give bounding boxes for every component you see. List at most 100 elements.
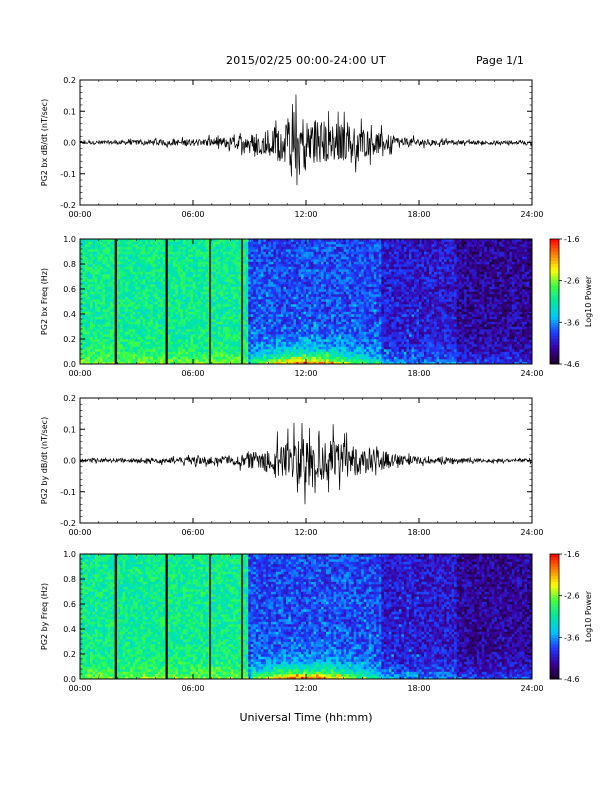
- dbdt-trace: [80, 95, 532, 186]
- colorbar-segment: [550, 270, 559, 274]
- x-tick-label: 12:00: [294, 684, 317, 693]
- colorbar-segment: [550, 339, 559, 343]
- colorbar-segment: [550, 673, 559, 677]
- colorbar-segment: [550, 292, 559, 296]
- colorbar-segment: [550, 267, 559, 271]
- x-tick-label: 00:00: [68, 684, 91, 693]
- colorbar-segment: [550, 604, 559, 608]
- colorbar-label: Log10 Power: [584, 590, 593, 642]
- colorbar-segment: [550, 570, 559, 574]
- colorbar-segment: [550, 601, 559, 605]
- colorbar-segment: [550, 355, 559, 359]
- colorbar-tick-label: -2.6: [564, 277, 580, 286]
- y-tick-label: 0.0: [63, 360, 76, 369]
- colorbar-segment: [550, 273, 559, 277]
- colorbar-segment: [550, 345, 559, 349]
- colorbar-segment: [550, 613, 559, 617]
- colorbar-segment: [550, 239, 559, 243]
- colorbar-segment: [550, 286, 559, 290]
- y-tick-label: 1.0: [63, 235, 76, 244]
- x-tick-label: 00:00: [68, 369, 91, 378]
- colorbar-segment: [550, 255, 559, 259]
- x-tick-label: 06:00: [181, 369, 204, 378]
- x-tick-label: 18:00: [407, 369, 430, 378]
- x-tick-label: 12:00: [294, 369, 317, 378]
- colorbar-segment: [550, 573, 559, 577]
- colorbar-segment: [550, 576, 559, 580]
- colorbar-segment: [550, 645, 559, 649]
- y-tick-label: 0.1: [63, 107, 76, 116]
- colorbar-segment: [550, 327, 559, 331]
- dbdt-trace: [80, 423, 532, 504]
- colorbar-segment: [550, 242, 559, 246]
- colorbar-segment: [550, 667, 559, 671]
- y-tick-label: 0.0: [63, 139, 76, 148]
- colorbar-segment: [550, 610, 559, 614]
- x-tick-label: 00:00: [68, 528, 91, 537]
- colorbar-segment: [550, 261, 559, 265]
- y-tick-label: 0.2: [63, 650, 76, 659]
- x-tick-label: 06:00: [181, 210, 204, 219]
- y-tick-label: 0.2: [63, 335, 76, 344]
- y-tick-label: 0.0: [63, 457, 76, 466]
- colorbar-segment: [550, 598, 559, 602]
- colorbar-segment: [550, 342, 559, 346]
- x-tick-label: 24:00: [520, 369, 543, 378]
- colorbar-segment: [550, 620, 559, 624]
- colorbar-label: Log10 Power: [584, 275, 593, 327]
- colorbar-segment: [550, 607, 559, 611]
- colorbar-segment: [550, 295, 559, 299]
- colorbar-segment: [550, 311, 559, 315]
- colorbar-segment: [550, 252, 559, 256]
- spectrogram-cells: [80, 554, 532, 679]
- y-axis-label: PG2 bx Freq (Hz): [40, 268, 49, 335]
- colorbar-tick-label: -3.6: [564, 633, 580, 642]
- x-tick-label: 12:00: [294, 210, 317, 219]
- colorbar-tick-label: -3.6: [564, 318, 580, 327]
- colorbar-tick-label: -4.6: [564, 675, 580, 684]
- colorbar-segment: [550, 330, 559, 334]
- colorbar-segment: [550, 595, 559, 599]
- colorbar-segment: [550, 358, 559, 362]
- y-tick-label: 0.6: [63, 285, 76, 294]
- colorbar-segment: [550, 617, 559, 621]
- colorbar-segment: [550, 283, 559, 287]
- colorbar-segment: [550, 557, 559, 561]
- colorbar-segment: [550, 623, 559, 627]
- colorbar-segment: [550, 258, 559, 262]
- y-tick-label: -0.2: [60, 201, 76, 210]
- colorbar-segment: [550, 348, 559, 352]
- colorbar-segment: [550, 317, 559, 321]
- colorbar-segment: [550, 277, 559, 281]
- colorbar-segment: [550, 563, 559, 567]
- colorbar-segment: [550, 323, 559, 327]
- x-tick-label: 24:00: [520, 210, 543, 219]
- colorbar-tick-label: -1.6: [564, 235, 580, 244]
- x-tick-label: 24:00: [520, 684, 543, 693]
- colorbar-segment: [550, 588, 559, 592]
- colorbar-segment: [550, 654, 559, 658]
- y-tick-label: 0.0: [63, 675, 76, 684]
- y-tick-label: 0.1: [63, 425, 76, 434]
- x-tick-label: 00:00: [68, 210, 91, 219]
- colorbar-segment: [550, 245, 559, 249]
- colorbar-segment: [550, 264, 559, 268]
- x-tick-label: 06:00: [181, 684, 204, 693]
- x-tick-label: 12:00: [294, 528, 317, 537]
- y-tick-label: 0.4: [63, 310, 76, 319]
- colorbar-segment: [550, 554, 559, 558]
- y-tick-label: 0.8: [63, 260, 76, 269]
- colorbar-segment: [550, 280, 559, 284]
- y-tick-label: 0.4: [63, 625, 76, 634]
- colorbar-segment: [550, 352, 559, 356]
- colorbar-segment: [550, 248, 559, 252]
- colorbar-segment: [550, 302, 559, 306]
- colorbar-segment: [550, 657, 559, 661]
- colorbar-segment: [550, 582, 559, 586]
- y-tick-label: -0.1: [60, 170, 76, 179]
- x-tick-label: 06:00: [181, 528, 204, 537]
- colorbar-tick-label: -1.6: [564, 550, 580, 559]
- x-tick-label: 18:00: [407, 210, 430, 219]
- y-axis-label: PG2 bx dB/dt (nT/sec): [40, 99, 49, 186]
- colorbar-segment: [550, 560, 559, 564]
